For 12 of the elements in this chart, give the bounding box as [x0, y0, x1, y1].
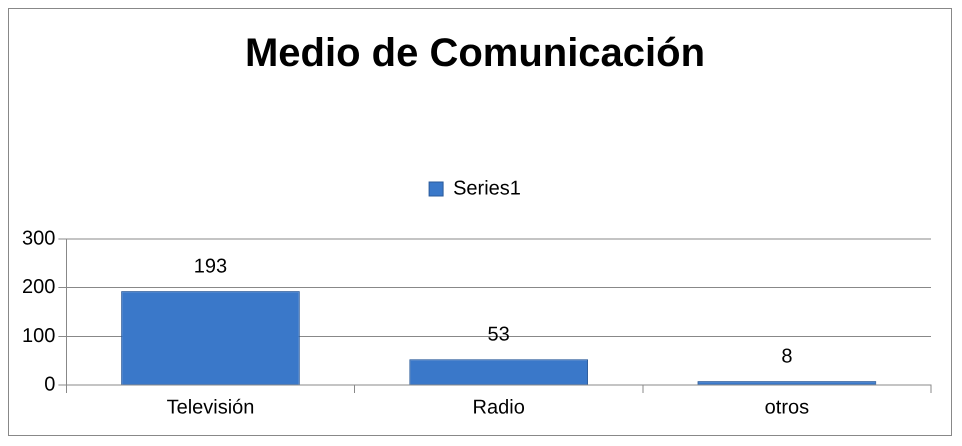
- chart-title: Medio de Comunicación: [244, 31, 706, 76]
- x-tick-label: otros: [764, 396, 810, 419]
- y-tick-label: 100: [22, 324, 56, 347]
- data-label: 193: [194, 256, 228, 278]
- data-label: 8: [781, 346, 792, 368]
- legend-label: Series1: [453, 178, 521, 200]
- y-tick-label: 200: [22, 276, 56, 298]
- data-label: 53: [488, 324, 510, 346]
- y-tick-label: 300: [22, 228, 56, 250]
- x-tick-label: Televisión: [166, 396, 254, 419]
- y-tick-label: 0: [44, 374, 56, 396]
- x-tick-label: Radio: [472, 396, 525, 419]
